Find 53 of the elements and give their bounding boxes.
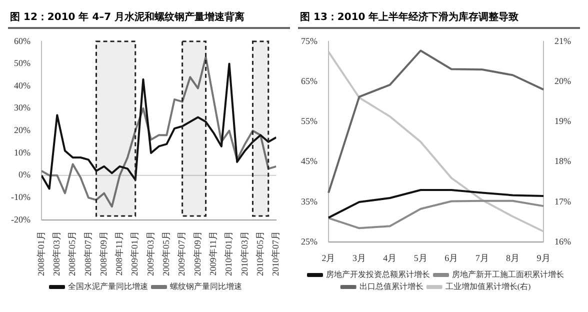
legend-label: 房地产开发投资总额累计增长 [326, 270, 430, 280]
legend-label: 全国水泥产量同比增速 [68, 282, 148, 292]
y-tick-label: 65% [300, 76, 318, 86]
x-tick-label: 2008年09月 [98, 231, 108, 276]
legend-label: 工业增加值累计增长(右) [445, 282, 531, 292]
x-tick-label: 2月 [322, 252, 336, 263]
y-tick-label: 35% [300, 196, 318, 206]
x-tick-label: 2009年07月 [176, 231, 187, 276]
x-tick-label: 2008年05月 [67, 231, 78, 276]
x-tick-label: 2010年05月 [254, 231, 265, 276]
y-tick-label: -10% [10, 192, 31, 202]
x-tick-label: 5月 [414, 252, 428, 263]
legend-label: 螺纹钢产量同比增速 [170, 282, 242, 292]
x-tick-label: 2008年07月 [82, 231, 93, 276]
x-tick-label: 9月 [536, 252, 550, 263]
chart-title: 图 12：2010 年 4–7 月水泥和螺纹钢产量增速背离 [8, 8, 290, 29]
legend-label: 出口总值累计增长 [359, 282, 424, 292]
x-tick-label: 2008年11月 [114, 231, 124, 276]
y-tick-label: 60% [14, 36, 31, 46]
y2-tick-label: 19% [554, 116, 572, 126]
y-tick-label: 30% [14, 102, 31, 113]
y-tick-label: 25% [300, 236, 318, 247]
y2-tick-label: 21% [554, 36, 572, 46]
x-tick-label: 2009年03月 [145, 231, 156, 276]
legend-label: 房地产新开工施工面积累计增长 [452, 270, 564, 280]
x-tick-label: 2010年07月 [270, 231, 281, 276]
y-tick-label: 55% [300, 116, 318, 126]
x-tick-label: 2009年09月 [192, 231, 202, 276]
x-tick-label: 2009年01月 [130, 231, 140, 276]
x-tick-label: 2009年11月 [208, 231, 218, 276]
x-tick-label: 2008年03月 [52, 231, 62, 276]
y-tick-label: 0% [18, 170, 31, 180]
y-tick-label: 75% [300, 36, 318, 46]
x-tick-label: 7月 [475, 252, 489, 263]
y-tick-label: -20% [10, 214, 31, 224]
y2-tick-label: 20% [554, 76, 572, 86]
x-tick-label: 8月 [506, 252, 520, 263]
y2-tick-label: 17% [554, 196, 572, 206]
y-tick-label: 40% [14, 80, 31, 90]
x-tick-label: 2010年01月 [224, 231, 234, 276]
chart-title: 图 13：2010 年上半年经济下滑为库存调整导致 [298, 8, 580, 29]
x-tick-label: 3月 [352, 252, 366, 263]
y-tick-label: 50% [14, 58, 31, 68]
y2-tick-label: 18% [554, 156, 572, 166]
y-tick-label: 10% [14, 147, 31, 158]
y2-tick-label: 16% [554, 236, 572, 247]
x-tick-label: 2010年03月 [239, 231, 250, 276]
y-tick-label: 45% [300, 156, 318, 166]
x-tick-label: 4月 [383, 252, 397, 263]
x-tick-label: 6月 [444, 252, 458, 263]
y-tick-label: 20% [14, 125, 31, 136]
x-tick-label: 2008年01月 [36, 231, 46, 276]
x-tick-label: 2009年05月 [161, 231, 172, 276]
